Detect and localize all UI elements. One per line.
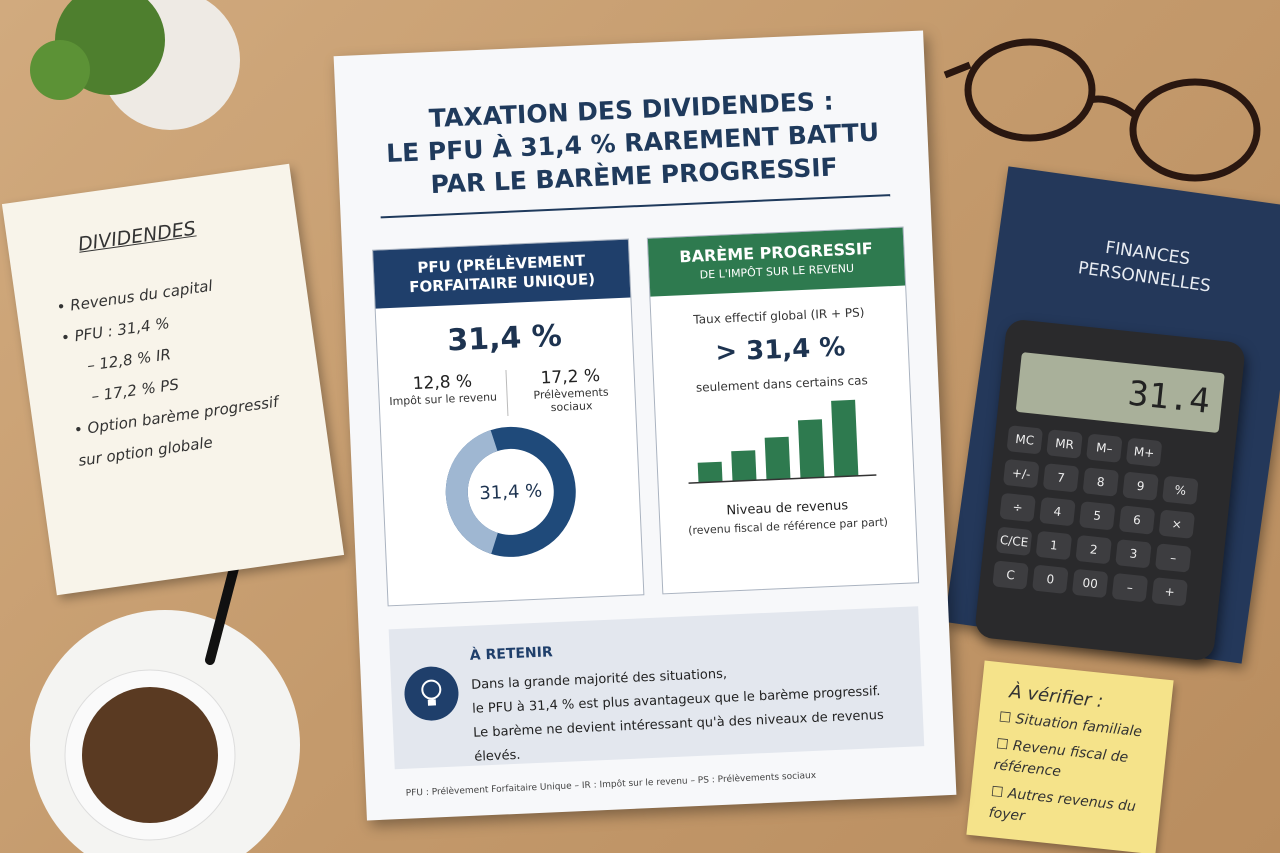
- coffee: [82, 687, 218, 823]
- calculator-key: 9: [1122, 471, 1159, 501]
- calculator-display: 31.4: [1015, 352, 1225, 434]
- notebook-list: • Revenus du capital • PFU : 31,4 % – 12,8…: [55, 264, 285, 477]
- plant-leaves: [30, 40, 90, 100]
- title: TAXATION DES DIVIDENDES : LE PFU À 31,4 …: [336, 80, 930, 205]
- bareme-card: BARÈME PROGRESSIF DE L'IMPÔT SUR LE REVE…: [646, 226, 920, 595]
- calculator-key: C: [992, 560, 1029, 590]
- retenir-heading: À RETENIR: [469, 644, 554, 664]
- calculator-key: M–: [1086, 433, 1123, 463]
- shape: [421, 679, 442, 700]
- shape: [688, 474, 877, 484]
- calculator-key: %: [1162, 475, 1199, 506]
- sticky-item: ☐ Autres revenus du foyer: [987, 783, 1137, 825]
- sticky-note: À vérifier : ☐ Situation familiale ☐ Reve…: [966, 660, 1174, 853]
- shape: [1089, 95, 1138, 118]
- donut-label: 31,4 %: [479, 481, 543, 505]
- calculator-key: 8: [1082, 467, 1120, 497]
- calculator-key: 0: [1032, 564, 1069, 594]
- calculator-key: –: [1154, 543, 1192, 573]
- calculator-key: ÷: [999, 492, 1036, 523]
- bulb-icon: [404, 666, 459, 721]
- donut: 31,4 %: [445, 426, 576, 557]
- calculator-key: +: [1151, 577, 1188, 607]
- notebook-title: DIVIDENDES: [76, 217, 198, 256]
- calculator-key: M+: [1125, 437, 1163, 468]
- shape: [731, 450, 757, 482]
- calculator-key: C/CE: [995, 526, 1033, 556]
- pfu-card: PFU (PRÉLÈVEMENT FORFAITAIRE UNIQUE) 31,…: [372, 238, 645, 607]
- calculator-key: 6: [1118, 505, 1156, 535]
- footnote: PFU : Prélèvement Forfaitaire Unique – I…: [405, 770, 817, 799]
- calculator-key: 1: [1035, 530, 1073, 561]
- shape: [964, 38, 1096, 142]
- shape: [404, 666, 459, 721]
- sticky-list: ☐ Situation familiale ☐ Revenu fiscal de …: [988, 707, 1149, 839]
- calculator-key: +/-: [1002, 458, 1040, 489]
- calculator-key: 2: [1075, 534, 1112, 565]
- calculator-key: MR: [1046, 429, 1083, 459]
- shape: [697, 461, 723, 483]
- bar-illustration: [688, 399, 877, 484]
- calculator-key: 5: [1078, 501, 1116, 531]
- calculator-key: 3: [1115, 539, 1152, 569]
- glasses: [943, 38, 1261, 182]
- retenir-text: Dans la grande majorité des situations, l…: [471, 654, 925, 770]
- book-title: FINANCES PERSONNELLES: [994, 221, 1280, 310]
- pfu-heading: PFU (PRÉLÈVEMENT FORFAITAIRE UNIQUE): [373, 239, 631, 309]
- pfu-rate: 31,4 %: [446, 318, 563, 359]
- sticky-item: ☐ Revenu fiscal de référence: [992, 736, 1129, 781]
- calculator-key: ×: [1158, 509, 1196, 539]
- shape: 12,8 % Impôt sur le revenu: [378, 369, 509, 422]
- shape: 12,8 % Impôt sur le revenu 17,2 % Prélèv…: [378, 364, 636, 422]
- calculator-key: 00: [1071, 568, 1109, 599]
- shape: 17,2 % Prélèvements sociaux: [506, 364, 635, 415]
- shape: [943, 61, 972, 79]
- calculator-key: 7: [1042, 463, 1080, 493]
- rate-label: Taux effectif global (IR + PS): [693, 305, 865, 327]
- shape: [697, 399, 859, 483]
- shape: [797, 419, 825, 479]
- calculator: 31.4 MC MR M– M+ +/- 7 8 9% ÷ 4 5 6 × C/CE 1 2 3– C 0 00– +: [973, 318, 1247, 662]
- shape: [764, 436, 791, 480]
- notebook: DIVIDENDES • Revenus du capital • PFU : 3…: [1, 163, 345, 596]
- bareme-rate: > 31,4 %: [714, 332, 846, 368]
- keypad: MC MR M– M+ +/- 7 8 9% ÷ 4 5 6 × C/CE 1 2 3– C 0 00– +: [979, 420, 1235, 614]
- shape: [1129, 78, 1261, 182]
- shape: [427, 699, 437, 706]
- calculator-key: 4: [1039, 496, 1076, 527]
- bareme-heading: BARÈME PROGRESSIF DE L'IMPÔT SUR LE REVE…: [647, 227, 906, 297]
- shape: [831, 399, 859, 477]
- retenir-box: À RETENIR Dans la grande majorité des si…: [388, 606, 925, 770]
- infographic: TAXATION DES DIVIDENDES : LE PFU À 31,4 …: [333, 30, 957, 821]
- calculator-key: –: [1111, 572, 1149, 603]
- calculator-key: MC: [1006, 425, 1044, 455]
